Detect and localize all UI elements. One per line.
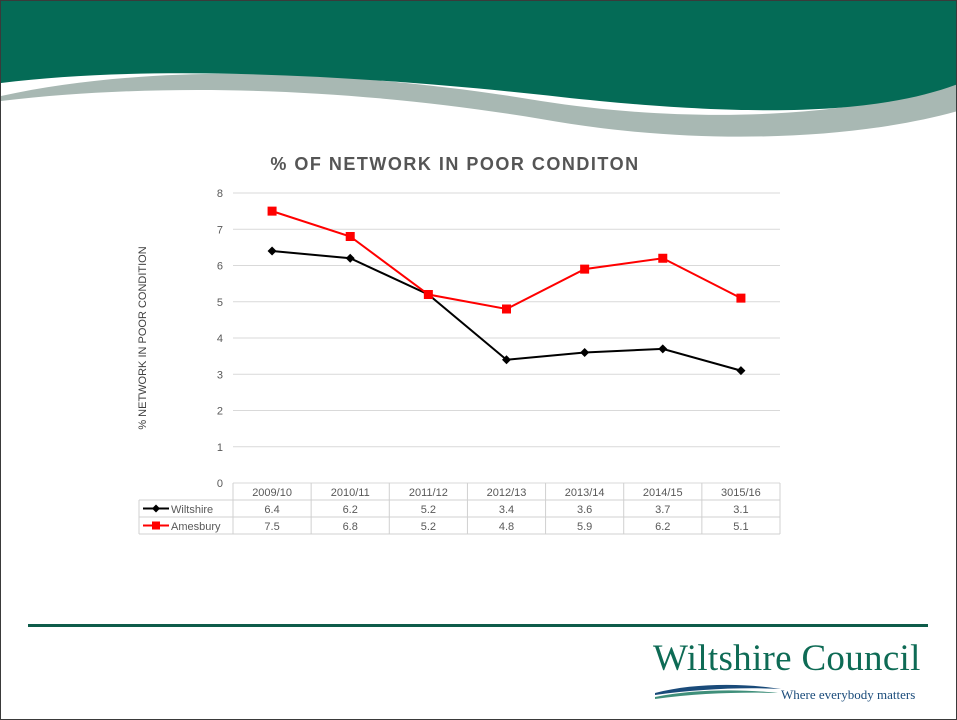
x-category-label: 2009/10 [252, 487, 292, 499]
data-point-wiltshire [658, 344, 668, 354]
y-tick-label: 2 [217, 406, 223, 418]
data-point-wiltshire [580, 348, 590, 357]
data-point-wiltshire [736, 366, 746, 376]
data-point-amesbury [345, 232, 355, 241]
x-category-label: 2010/11 [331, 487, 370, 499]
y-tick-label: 8 [217, 188, 223, 200]
y-tick-label: 6 [217, 261, 223, 273]
legend-label: Amesbury [171, 521, 221, 533]
y-tick-label: 5 [217, 297, 223, 309]
footer-divider [28, 624, 928, 627]
x-category-label: 2012/13 [487, 487, 527, 499]
table-value: 6.2 [343, 504, 358, 516]
y-axis-title: % NETWORK IN POOR CONDITION [137, 246, 149, 429]
data-point-amesbury [658, 253, 668, 263]
data-point-amesbury [423, 290, 433, 299]
table-value: 3.7 [655, 504, 670, 516]
data-point-amesbury [267, 206, 277, 216]
series-lines [267, 206, 746, 376]
data-table: 2009/10 2010/11 2011/12 2012/13 2013/14 2014/… [138, 483, 781, 535]
wiltshire-council-logo: Wiltshire Council Where everybody matter… [653, 637, 933, 707]
table-value: 3.6 [577, 504, 592, 516]
header-band [1, 1, 956, 137]
table-value: 7.5 [264, 521, 279, 533]
data-point-amesbury [736, 293, 746, 303]
data-point-wiltshire [502, 355, 511, 365]
table-value: 6.4 [264, 504, 279, 516]
logo-tagline: Where everybody matters [781, 687, 916, 702]
data-point-wiltshire [345, 253, 355, 263]
y-tick-label: 3 [217, 369, 223, 381]
logo-name: Wiltshire Council [653, 638, 921, 679]
table-value: 6.2 [655, 521, 670, 533]
table-value: 6.8 [343, 521, 358, 533]
table-value: 3.4 [499, 504, 514, 516]
logo-swoosh-icon [655, 684, 781, 699]
table-value: 5.1 [733, 521, 748, 533]
y-tick-label: 0 [217, 478, 223, 490]
table-value: 4.8 [499, 521, 514, 533]
series-line-amesbury [271, 210, 742, 311]
legend-marker-wiltshire [152, 504, 160, 513]
y-tick-label: 7 [217, 224, 223, 236]
y-tick-label: 4 [217, 333, 223, 345]
y-tick-label: 1 [217, 442, 223, 454]
gridlines [233, 192, 780, 484]
data-point-wiltshire [267, 246, 277, 256]
table-value: 3.1 [733, 504, 748, 516]
x-category-label: 2011/12 [409, 487, 448, 499]
data-point-amesbury [502, 304, 511, 314]
x-category-label: 3015/16 [721, 487, 761, 499]
table-value: 5.9 [577, 521, 592, 533]
y-axis-ticks: 0 1 2 3 4 5 6 7 8 [217, 188, 223, 490]
data-point-amesbury [580, 264, 590, 274]
table-value: 5.2 [421, 504, 436, 516]
legend-label: Wiltshire [171, 504, 213, 516]
x-category-label: 2014/15 [643, 487, 683, 499]
header-band-main [1, 1, 956, 111]
legend-marker-amesbury [152, 521, 160, 530]
chart: % OF NETWORK IN POOR CONDITON % NETWORK … [137, 154, 781, 535]
header-band-shadow [1, 73, 956, 137]
chart-title: % OF NETWORK IN POOR CONDITON [270, 154, 639, 174]
x-category-label: 2013/14 [565, 487, 605, 499]
table-value: 5.2 [421, 521, 436, 533]
